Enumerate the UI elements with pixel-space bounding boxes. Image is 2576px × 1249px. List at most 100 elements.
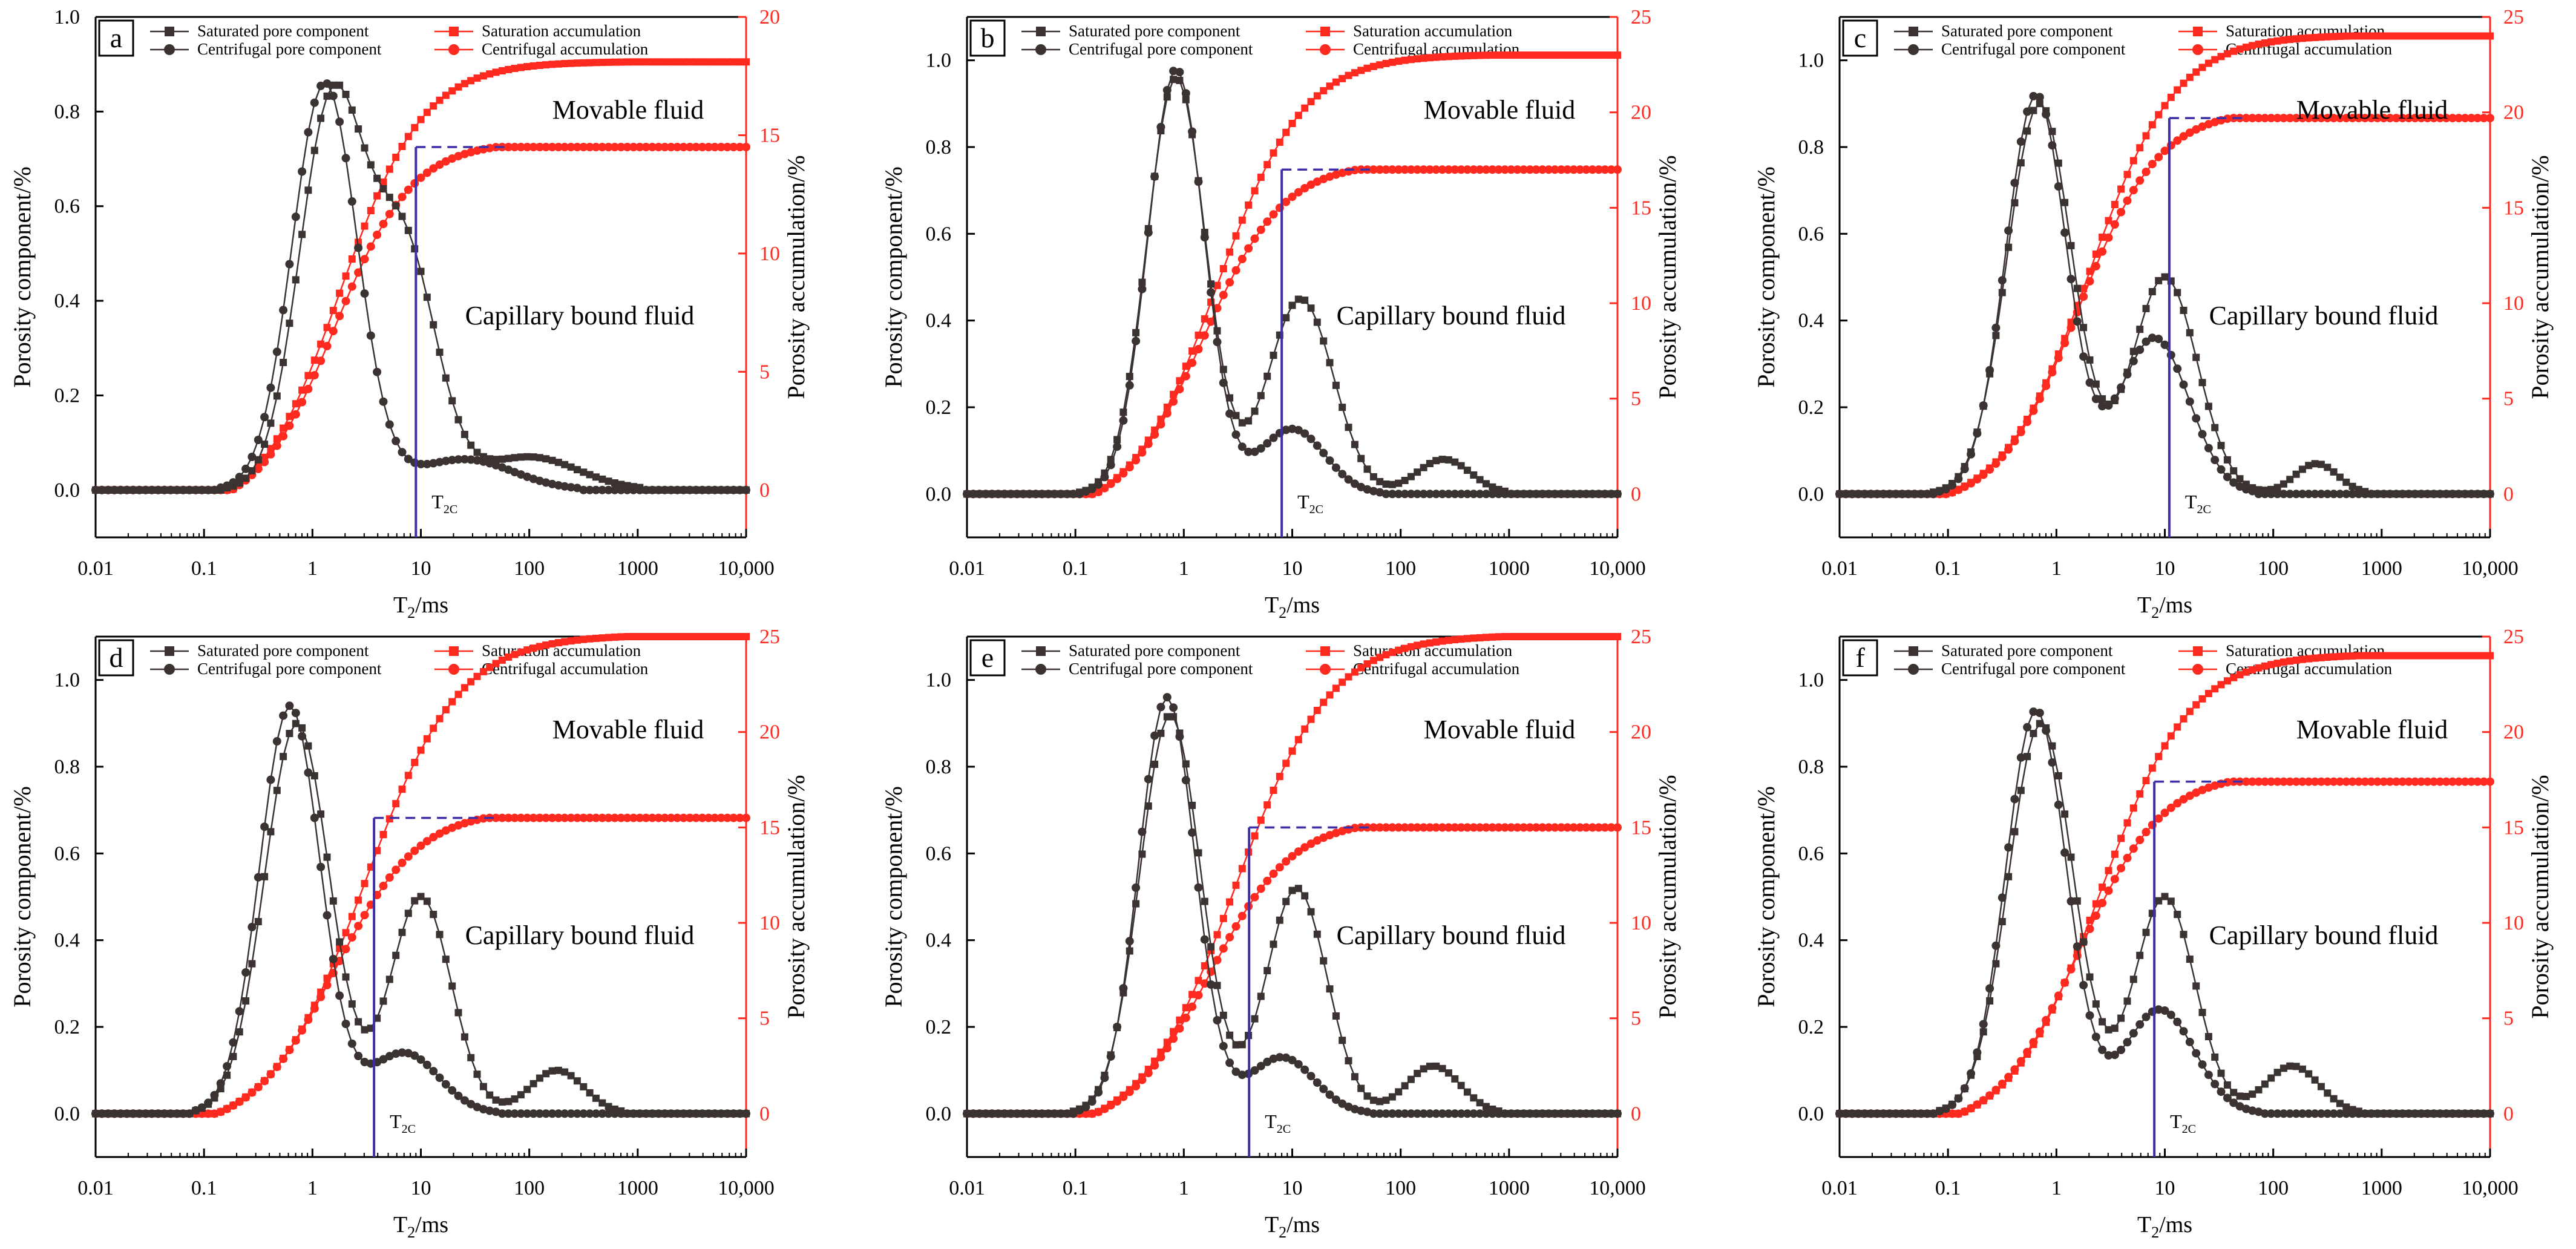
data-point: [1526, 633, 1534, 640]
x-axis-label: T2/ms: [1265, 592, 1320, 621]
data-point: [2361, 32, 2369, 40]
data-point: [1538, 490, 1547, 499]
data-point: [617, 633, 625, 641]
data-point: [1998, 276, 2007, 285]
data-point: [1569, 823, 1578, 832]
data-point: [1457, 165, 1466, 174]
legend-entry: Centrifugal pore component: [197, 660, 382, 678]
data-point: [730, 58, 738, 66]
data-point: [254, 464, 263, 473]
data-point: [636, 633, 644, 640]
data-point: [1601, 633, 1609, 640]
data-point: [1394, 1109, 1403, 1118]
movable-fluid-label: Movable fluid: [2296, 95, 2448, 125]
capillary-bound-fluid-label: Capillary bound fluid: [465, 920, 695, 950]
data-point: [723, 1109, 732, 1118]
data-point: [1381, 1109, 1391, 1118]
data-point: [367, 207, 375, 214]
y-left-tick-label: 0.0: [54, 479, 80, 502]
data-point: [2223, 778, 2232, 787]
data-point: [735, 1109, 744, 1118]
data-point: [2323, 1109, 2332, 1118]
data-point: [1470, 1094, 1478, 1102]
data-point: [2385, 1109, 2394, 1118]
data-point: [604, 485, 613, 494]
data-point: [1226, 1031, 1234, 1039]
data-point: [342, 973, 350, 981]
data-point: [2267, 777, 2276, 786]
y-left-tick-label: 1.0: [1798, 669, 1824, 692]
data-point: [1426, 54, 1434, 62]
data-point: [355, 1018, 362, 1026]
data-point: [654, 485, 663, 494]
y-left-tick-label: 0.8: [54, 756, 80, 778]
data-point: [2255, 1086, 2263, 1093]
data-point: [2086, 267, 2094, 275]
data-point: [2273, 114, 2282, 123]
data-point: [1564, 51, 1571, 59]
data-point: [1301, 892, 1309, 900]
data-point: [579, 143, 588, 151]
data-point: [185, 485, 194, 494]
data-point: [1237, 255, 1247, 263]
data-point: [554, 1109, 563, 1118]
data-point: [686, 485, 694, 494]
data-point: [2267, 38, 2275, 46]
data-point: [392, 154, 400, 161]
data-point: [2336, 473, 2344, 481]
data-point: [286, 730, 293, 738]
data-point: [347, 1039, 356, 1048]
legend-marker: [1320, 44, 1331, 55]
data-point: [1100, 1074, 1109, 1083]
data-point: [1031, 1109, 1040, 1118]
data-point: [629, 143, 638, 151]
data-point: [1219, 378, 1228, 387]
data-point: [1300, 843, 1309, 852]
data-point: [592, 634, 600, 642]
data-point: [2411, 114, 2419, 123]
data-point: [1595, 633, 1602, 640]
data-point: [298, 732, 307, 741]
data-point: [2361, 777, 2370, 786]
data-point: [1325, 456, 1334, 465]
data-point: [505, 1098, 513, 1106]
data-point: [404, 185, 413, 194]
data-point: [517, 453, 525, 461]
data-point: [2010, 437, 2019, 446]
data-point: [460, 454, 469, 464]
data-point: [1144, 775, 1153, 784]
legend-marker: [165, 27, 174, 36]
data-point: [1276, 916, 1283, 924]
data-point: [2279, 36, 2287, 44]
data-point: [2361, 114, 2370, 123]
data-point: [629, 813, 638, 822]
data-point: [2111, 201, 2119, 208]
data-point: [379, 397, 388, 406]
data-point: [1331, 463, 1340, 472]
data-point: [598, 813, 607, 822]
data-point: [2298, 655, 2306, 663]
data-point: [1544, 490, 1553, 499]
data-point: [598, 634, 606, 642]
data-point: [460, 80, 468, 88]
data-point: [2017, 159, 2025, 167]
data-point: [2292, 490, 2301, 499]
data-point: [1025, 1109, 1034, 1118]
data-point: [1375, 1109, 1385, 1118]
data-point: [1488, 1109, 1497, 1118]
data-point: [1985, 366, 1994, 375]
data-point: [2305, 34, 2313, 42]
data-point: [398, 143, 406, 150]
data-point: [1176, 76, 1184, 84]
data-point: [729, 813, 738, 822]
data-point: [404, 910, 412, 917]
data-point: [354, 268, 363, 277]
series-line: [96, 704, 746, 1115]
data-point: [2417, 32, 2425, 40]
data-point: [417, 116, 425, 123]
data-point: [291, 410, 300, 419]
data-point: [1294, 188, 1303, 197]
data-point: [1194, 177, 1203, 186]
data-point: [1156, 123, 1165, 131]
data-point: [2323, 777, 2332, 786]
